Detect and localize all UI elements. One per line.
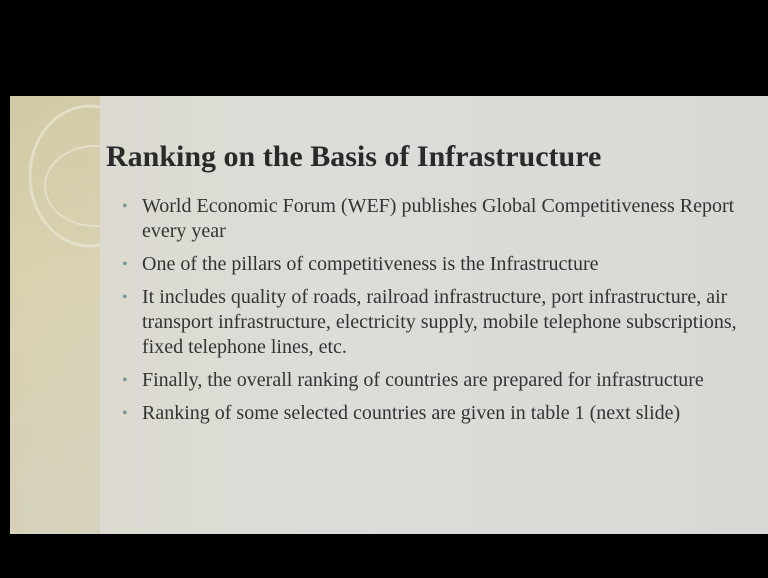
swirl (28, 104, 152, 248)
bullet: Finally, the overall ranking of countrie… (122, 368, 766, 393)
decoration (10, 96, 152, 534)
bullet: World Economic Forum (WEF) publishes Glo… (122, 194, 766, 244)
bullet: One of the pillars of competitiveness is… (122, 252, 766, 277)
slide-title: Ranking on the Basis of Infrastructure (106, 140, 602, 173)
slide: Ranking on the Basis of Infrastructure W… (10, 96, 768, 534)
bullet: Ranking of some selected countries are g… (122, 401, 766, 426)
bullet-list: World Economic Forum (WEF) publishes Glo… (122, 194, 766, 434)
bullet: It includes quality of roads, railroad i… (122, 285, 766, 360)
